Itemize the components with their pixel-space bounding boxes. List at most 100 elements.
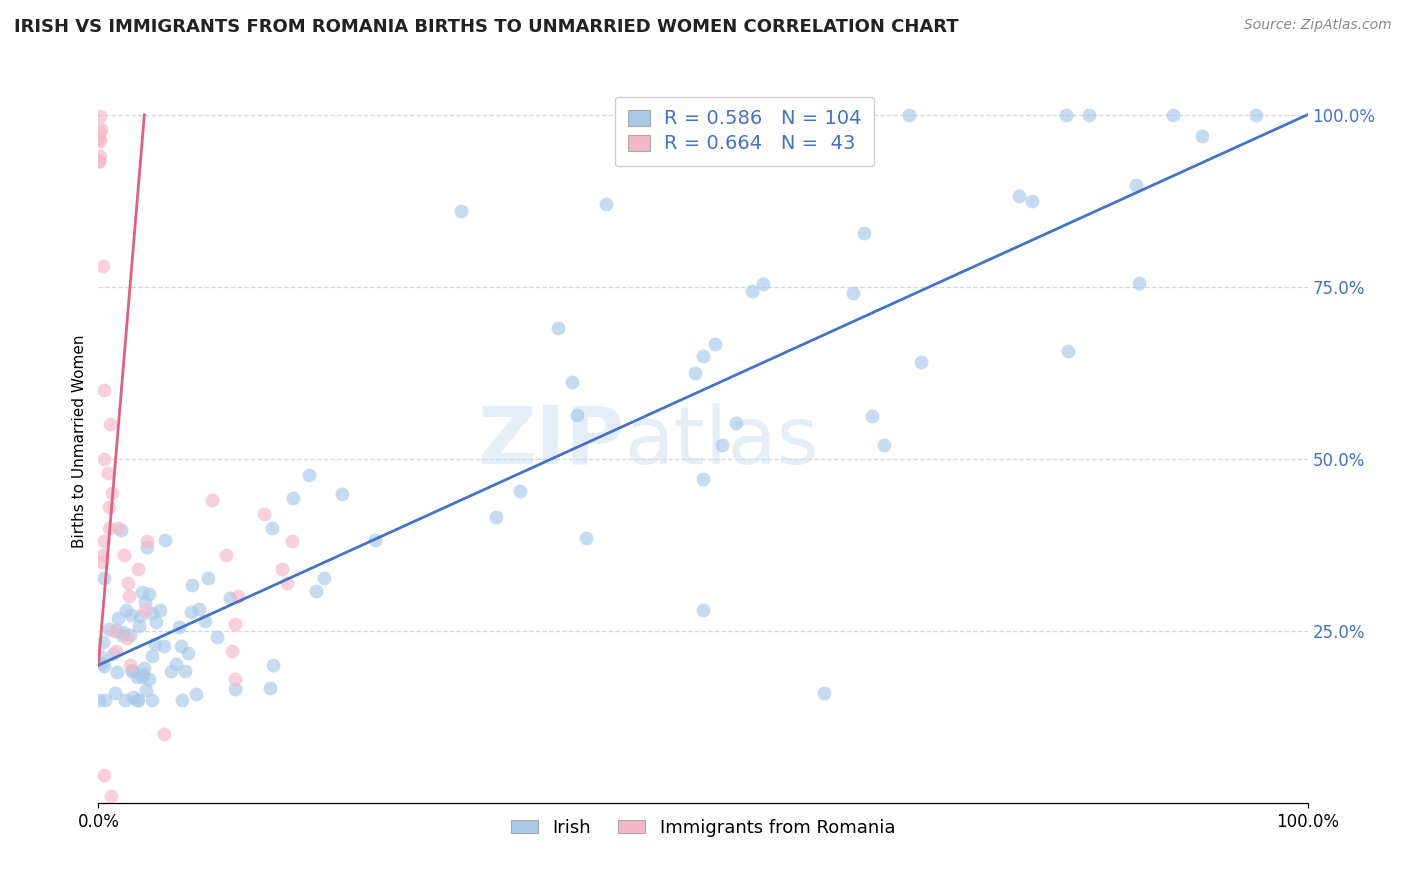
Point	[173, 664, 195, 678]
Point	[160, 664, 183, 678]
Point	[484, 510, 506, 524]
Point	[93, 383, 115, 397]
Point	[186, 687, 208, 701]
Point	[89, 125, 111, 139]
Point	[215, 548, 238, 562]
Point	[89, 154, 111, 169]
Point	[1021, 194, 1043, 209]
Point	[141, 607, 163, 621]
Point	[813, 686, 835, 700]
Point	[104, 624, 127, 638]
Point	[127, 692, 149, 706]
Point	[93, 451, 115, 466]
Point	[149, 603, 172, 617]
Point	[101, 486, 124, 500]
Point	[197, 571, 219, 585]
Point	[852, 226, 875, 240]
Point	[330, 487, 353, 501]
Point	[910, 355, 932, 369]
Point	[262, 521, 284, 535]
Point	[107, 520, 129, 534]
Point	[224, 672, 246, 686]
Point	[121, 663, 143, 677]
Point	[221, 644, 243, 658]
Point	[118, 658, 141, 673]
Point	[98, 500, 121, 514]
Point	[97, 466, 120, 480]
Y-axis label: Births to Unmarried Women: Births to Unmarried Women	[72, 334, 87, 549]
Point	[136, 540, 159, 554]
Point	[153, 727, 176, 741]
Point	[93, 658, 115, 673]
Point	[97, 622, 120, 636]
Point	[143, 637, 166, 651]
Point	[692, 349, 714, 363]
Point	[103, 624, 125, 638]
Point	[104, 686, 127, 700]
Point	[112, 625, 135, 640]
Point	[118, 590, 141, 604]
Point	[141, 648, 163, 663]
Point	[134, 683, 156, 698]
Point	[138, 587, 160, 601]
Point	[110, 524, 132, 538]
Point	[281, 491, 304, 506]
Point	[298, 467, 321, 482]
Point	[122, 690, 145, 704]
Point	[93, 571, 115, 585]
Point	[565, 408, 588, 422]
Point	[194, 614, 217, 628]
Point	[692, 472, 714, 486]
Point	[180, 578, 202, 592]
Point	[226, 590, 249, 604]
Point	[561, 375, 583, 389]
Point	[704, 337, 727, 351]
Point	[170, 692, 193, 706]
Point	[93, 534, 115, 549]
Point	[1057, 344, 1080, 359]
Point	[91, 656, 114, 670]
Point	[97, 520, 120, 534]
Legend: Irish, Immigrants from Romania: Irish, Immigrants from Romania	[503, 812, 903, 845]
Point	[101, 647, 124, 661]
Point	[114, 603, 136, 617]
Point	[107, 611, 129, 625]
Point	[104, 644, 127, 658]
Point	[90, 122, 112, 136]
Point	[305, 584, 328, 599]
Point	[127, 562, 149, 576]
Text: Source: ZipAtlas.com: Source: ZipAtlas.com	[1244, 18, 1392, 32]
Point	[134, 595, 156, 609]
Point	[153, 533, 176, 548]
Point	[91, 259, 114, 273]
Point	[683, 366, 706, 380]
Point	[1054, 108, 1077, 122]
Point	[134, 603, 156, 617]
Point	[117, 631, 139, 645]
Point	[1128, 276, 1150, 290]
Point	[128, 619, 150, 633]
Point	[87, 154, 110, 169]
Point	[87, 132, 110, 146]
Point	[100, 789, 122, 803]
Point	[188, 602, 211, 616]
Point	[1191, 129, 1213, 144]
Point	[87, 692, 110, 706]
Point	[271, 562, 294, 576]
Point	[314, 571, 336, 585]
Text: atlas: atlas	[624, 402, 818, 481]
Text: ZIP: ZIP	[477, 402, 624, 481]
Point	[98, 417, 121, 432]
Point	[364, 533, 387, 547]
Point	[575, 531, 598, 545]
Point	[131, 585, 153, 599]
Point	[145, 615, 167, 630]
Point	[177, 646, 200, 660]
Point	[112, 548, 135, 562]
Point	[93, 768, 115, 782]
Point	[280, 534, 302, 549]
Point	[224, 616, 246, 631]
Point	[114, 692, 136, 706]
Point	[111, 627, 134, 641]
Point	[1125, 178, 1147, 192]
